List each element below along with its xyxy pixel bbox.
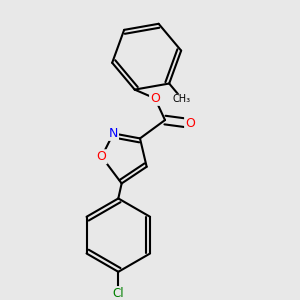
- Text: CH₃: CH₃: [173, 94, 191, 104]
- Text: O: O: [97, 150, 106, 163]
- Text: N: N: [109, 127, 118, 140]
- Text: O: O: [185, 117, 195, 130]
- Text: Cl: Cl: [112, 287, 124, 300]
- Text: O: O: [150, 92, 160, 105]
